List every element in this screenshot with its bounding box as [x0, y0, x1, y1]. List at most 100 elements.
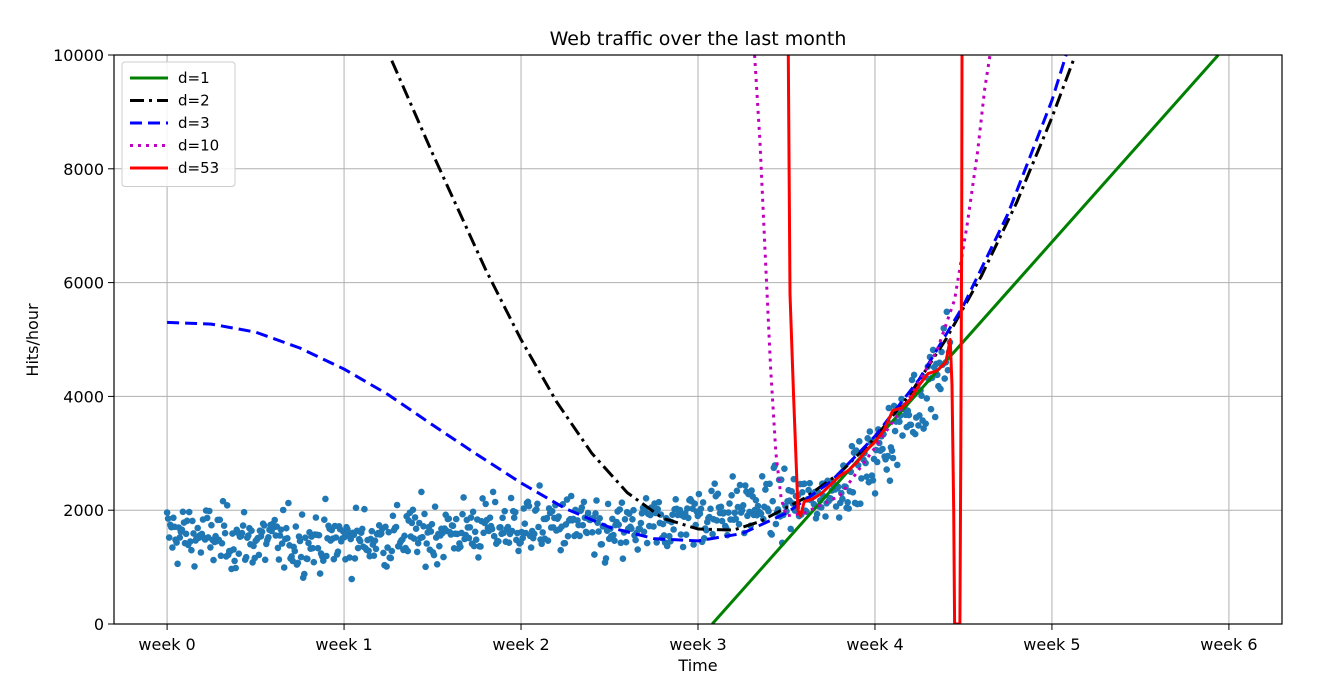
scatter-point — [813, 510, 821, 518]
scatter-point — [409, 506, 417, 514]
legend-label: d=1 — [178, 69, 210, 87]
scatter-point — [361, 505, 368, 513]
scatter-point — [653, 539, 660, 546]
scatter-point — [467, 514, 475, 521]
scatter-point — [380, 549, 387, 557]
scatter-point — [592, 510, 599, 517]
scatter-point — [654, 505, 661, 513]
scatter-point — [499, 514, 506, 522]
scatter-point — [179, 508, 187, 516]
y-axis: 0 2000 4000 6000 8000 10000 — [53, 46, 114, 634]
scatter-point — [283, 524, 290, 532]
scatter-point — [206, 507, 213, 515]
scatter-point — [515, 547, 522, 555]
legend-label: d=2 — [178, 92, 210, 110]
scatter-point — [163, 509, 171, 516]
scatter-point — [685, 514, 692, 522]
scatter-point — [527, 544, 535, 551]
legend-label: d=10 — [178, 137, 219, 155]
scatter-point — [365, 547, 372, 555]
scatter-point — [801, 480, 808, 488]
scatter-point — [772, 520, 780, 528]
scatter-point — [762, 486, 769, 493]
scatter-point — [277, 526, 285, 533]
scatter-point — [908, 376, 916, 384]
scatter-point — [738, 507, 746, 514]
scatter-point — [475, 554, 482, 561]
scatter-point — [595, 528, 602, 535]
scatter-point — [495, 538, 502, 545]
scatter-point — [799, 489, 806, 496]
scatter-point — [548, 507, 556, 515]
scatter-point — [787, 525, 794, 533]
scatter-point — [459, 510, 466, 518]
scatter-point — [480, 529, 487, 537]
scatter-point — [218, 540, 226, 547]
scatter-point — [711, 480, 718, 488]
scatter-point — [708, 487, 715, 495]
scatter-point — [422, 563, 429, 571]
scatter-point — [385, 528, 393, 536]
scatter-point — [660, 532, 668, 539]
scatter-point — [504, 523, 512, 531]
scatter-point — [261, 556, 269, 564]
x-tick-label: week 1 — [315, 635, 372, 654]
scatter-point — [748, 487, 755, 494]
scatter-point — [486, 514, 494, 521]
scatter-point — [579, 521, 587, 529]
scatter-point — [302, 534, 309, 541]
scatter-point — [354, 544, 362, 552]
x-tick-label: week 3 — [669, 635, 726, 654]
scatter-point — [731, 509, 739, 517]
scatter-point — [676, 506, 684, 514]
scatter-point — [943, 308, 951, 316]
scatter-point — [322, 495, 329, 503]
scatter-point — [617, 539, 625, 547]
scatter-point — [279, 506, 287, 514]
scatter-point — [408, 519, 416, 527]
scatter-point — [238, 529, 246, 537]
scatter-point — [260, 522, 268, 529]
scatter-point — [616, 506, 623, 513]
scatter-point — [208, 521, 215, 529]
scatter-point — [372, 545, 380, 553]
scatter-point — [310, 558, 318, 566]
scatter-point — [538, 540, 545, 548]
scatter-point — [471, 528, 479, 536]
scatter-point — [197, 549, 205, 556]
scatter-point — [404, 547, 412, 555]
scatter-point — [684, 505, 691, 512]
series-line-d=3 — [167, 55, 1068, 543]
scatter-point — [679, 543, 687, 551]
scatter-point — [359, 525, 366, 533]
scatter-point — [170, 514, 177, 522]
scatter-point — [220, 522, 228, 529]
scatter-point — [356, 537, 364, 545]
scatter-point — [858, 475, 865, 482]
scatter-point — [258, 528, 266, 536]
scatter-point — [255, 551, 263, 559]
scatter-point — [714, 490, 722, 498]
scatter-point — [544, 537, 552, 544]
scatter-point — [388, 547, 396, 555]
scatter-point — [534, 500, 541, 508]
x-axis: week 0 week 1 week 2 week 3 week 4 week 5 week… — [138, 624, 1258, 654]
scatter-point — [788, 488, 795, 495]
scatter-point — [637, 519, 645, 527]
scatter-point — [510, 514, 518, 521]
scatter-point — [316, 570, 324, 577]
scatter-point — [460, 494, 467, 501]
scatter-point — [231, 557, 238, 565]
scatter-point — [728, 492, 735, 499]
scatter-point — [886, 477, 894, 485]
scatter-point — [501, 507, 509, 515]
scatter-point — [894, 461, 901, 469]
scatter-point — [839, 495, 846, 503]
scatter-point — [321, 516, 328, 523]
scatter-point — [250, 542, 257, 550]
scatter-point — [557, 546, 564, 554]
scatter-point — [490, 532, 498, 540]
x-tick-label: week 2 — [492, 635, 549, 654]
scatter-point — [621, 516, 629, 523]
scatter-point — [352, 504, 360, 512]
